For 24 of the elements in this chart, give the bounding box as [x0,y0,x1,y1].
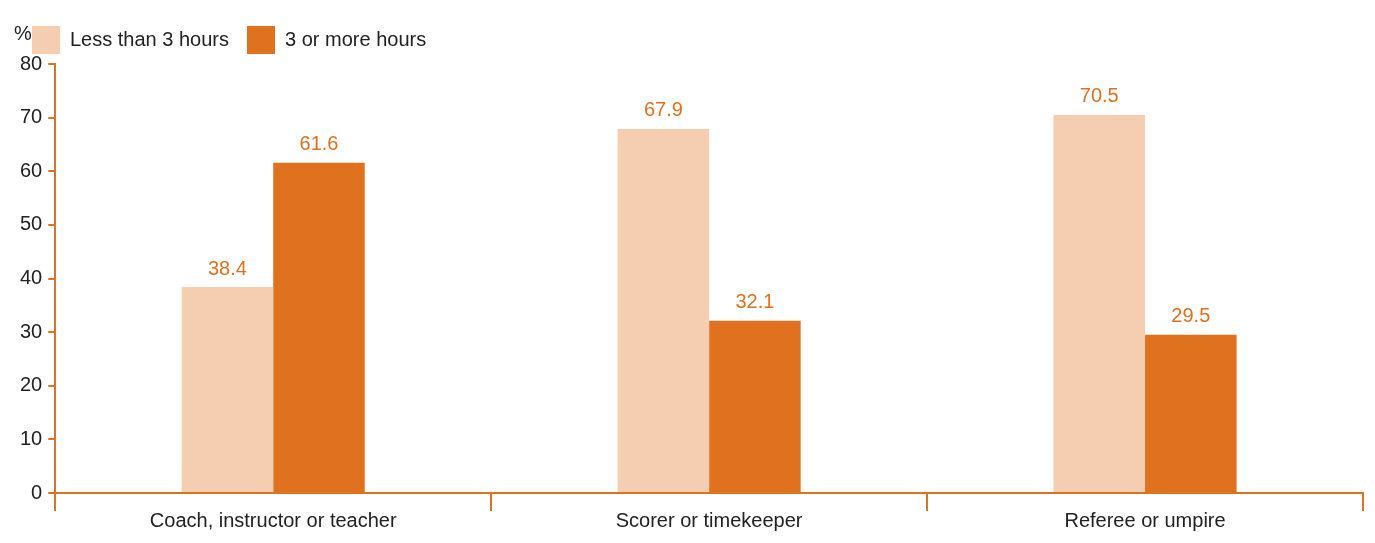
bar [617,128,710,492]
x-tick-label: Coach, instructor or teacher [149,508,397,531]
y-tick-label: 40 [20,266,43,289]
y-tick-label: 50 [20,212,43,235]
data-label: 67.9 [643,98,683,121]
data-label: 38.4 [207,256,247,279]
y-tick-label: 0 [31,480,43,503]
y-tick-label: 10 [20,426,43,449]
data-label: 32.1 [735,290,775,313]
y-tick-label: 30 [20,319,43,342]
y-tick-label: 70 [20,105,43,128]
y-tick-label: 60 [20,158,43,181]
bar [1053,114,1146,492]
x-tick-label: Scorer or timekeeper [615,508,803,531]
legend-label: 3 or more hours [284,27,427,50]
data-label: 61.6 [299,132,339,155]
data-label: 29.5 [1171,304,1211,327]
legend-label: Less than 3 hours [70,27,229,50]
x-tick-label: Referee or umpire [1064,508,1226,531]
y-axis-title: % [14,21,32,44]
data-label: 70.5 [1079,84,1119,107]
y-tick-label: 20 [20,373,43,396]
bar [181,287,274,492]
y-tick-label: 80 [20,51,43,74]
